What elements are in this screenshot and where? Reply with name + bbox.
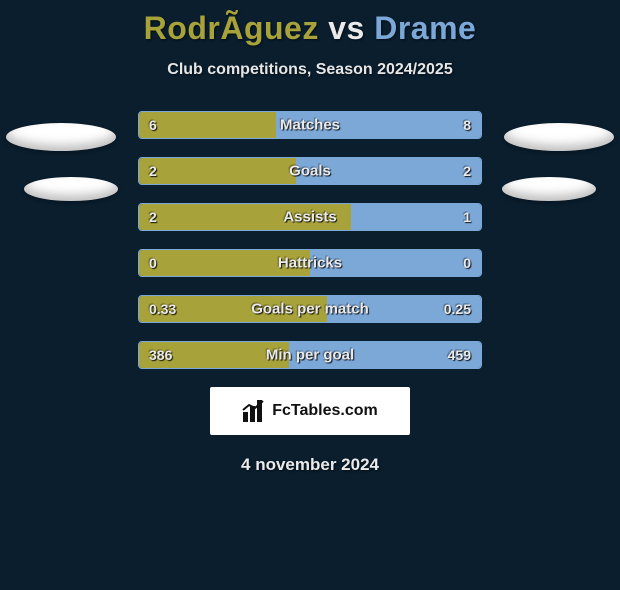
stat-value-left: 386 [149, 347, 172, 363]
stat-value-right: 1 [463, 209, 471, 225]
player-right-name: Drame [374, 10, 476, 46]
avatar-left-oval-1 [6, 123, 116, 151]
stat-value-left: 6 [149, 117, 157, 133]
stat-label: Assists [283, 209, 336, 226]
avatar-right-oval-2 [502, 177, 596, 201]
stat-value-right: 459 [448, 347, 471, 363]
date-text: 4 november 2024 [0, 455, 620, 475]
stat-row: 386 459 Min per goal [138, 341, 482, 369]
stat-value-left: 0 [149, 255, 157, 271]
stat-value-left: 2 [149, 209, 157, 225]
compare-area: 6 8 Matches 2 2 Goals 2 1 Assists 0 0 Hattricks 0.33… [0, 111, 620, 369]
stat-rows: 6 8 Matches 2 2 Goals 2 1 Assists 0 0 Hattricks 0.33… [138, 111, 482, 369]
stat-value-right: 2 [463, 163, 471, 179]
stat-label: Matches [280, 117, 340, 134]
stat-label: Hattricks [278, 255, 342, 272]
stat-row: 0 0 Hattricks [138, 249, 482, 277]
stat-value-right: 8 [463, 117, 471, 133]
logo[interactable]: FcTables.com [210, 387, 410, 435]
avatar-left-oval-2 [24, 177, 118, 201]
subtitle: Club competitions, Season 2024/2025 [0, 61, 620, 79]
bar-left [139, 158, 296, 184]
page-title: RodrÃ­guez vs Drame [0, 10, 620, 47]
stat-value-left: 0.33 [149, 301, 176, 317]
stat-row: 6 8 Matches [138, 111, 482, 139]
bar-left [139, 112, 276, 138]
stat-value-right: 0.25 [444, 301, 471, 317]
bar-right [351, 204, 481, 230]
stat-row: 2 1 Assists [138, 203, 482, 231]
stat-label: Goals per match [251, 301, 369, 318]
stat-label: Min per goal [266, 347, 354, 364]
avatar-right-oval-1 [504, 123, 614, 151]
stat-row: 0.33 0.25 Goals per match [138, 295, 482, 323]
player-left-name: RodrÃ­guez [144, 10, 319, 46]
stat-label: Goals [289, 163, 331, 180]
stat-value-right: 0 [463, 255, 471, 271]
logo-text: FcTables.com [272, 402, 378, 420]
vs-text: vs [328, 10, 374, 46]
stat-value-left: 2 [149, 163, 157, 179]
bars-icon [242, 400, 266, 422]
stat-row: 2 2 Goals [138, 157, 482, 185]
